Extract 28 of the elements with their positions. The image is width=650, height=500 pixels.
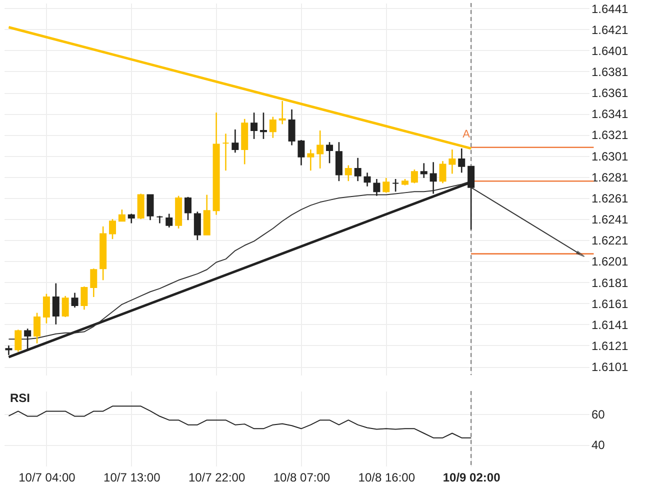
y-tick-label: 1.6161 bbox=[592, 296, 629, 311]
y-tick-label: 1.6441 bbox=[592, 2, 629, 16]
y-tick-label: 1.6201 bbox=[592, 254, 629, 269]
y-tick-label: 1.6141 bbox=[592, 318, 629, 332]
y-tick-label: 60 bbox=[592, 407, 606, 422]
y-tick-label: 1.6421 bbox=[592, 22, 629, 37]
y-tick-label: 1.6121 bbox=[592, 338, 629, 353]
annotation: A bbox=[462, 128, 471, 140]
y-tick-label: 40 bbox=[592, 438, 606, 452]
x-tick-label: 10/7 13:00 bbox=[104, 470, 161, 484]
y-tick-label: 1.6261 bbox=[592, 191, 629, 206]
y-tick-label: 1.6221 bbox=[592, 234, 629, 248]
y-tick-label: 1.6341 bbox=[592, 107, 629, 122]
y-tick-label: 1.6301 bbox=[592, 149, 629, 164]
chart-title: RSI bbox=[10, 391, 30, 405]
y-tick-label: 1.6281 bbox=[592, 170, 629, 184]
y-tick-label: 1.6181 bbox=[592, 276, 629, 290]
x-tick-label: 10/8 16:00 bbox=[358, 470, 416, 484]
y-tick-label: 1.6361 bbox=[592, 86, 629, 100]
y-tick-label: 1.6241 bbox=[592, 212, 629, 227]
y-tick-label: 1.6401 bbox=[592, 44, 629, 58]
y-tick-label: 1.6321 bbox=[592, 128, 629, 142]
y-tick-label: 1.6101 bbox=[592, 360, 629, 374]
x-tick-label: 10/8 07:00 bbox=[273, 470, 330, 484]
y-tick-label: 1.6381 bbox=[592, 65, 629, 79]
x-tick-label: 10/9 02:00 bbox=[442, 470, 501, 484]
x-tick-label: 10/7 22:00 bbox=[188, 470, 246, 484]
x-tick-label: 10/7 04:00 bbox=[18, 470, 76, 484]
